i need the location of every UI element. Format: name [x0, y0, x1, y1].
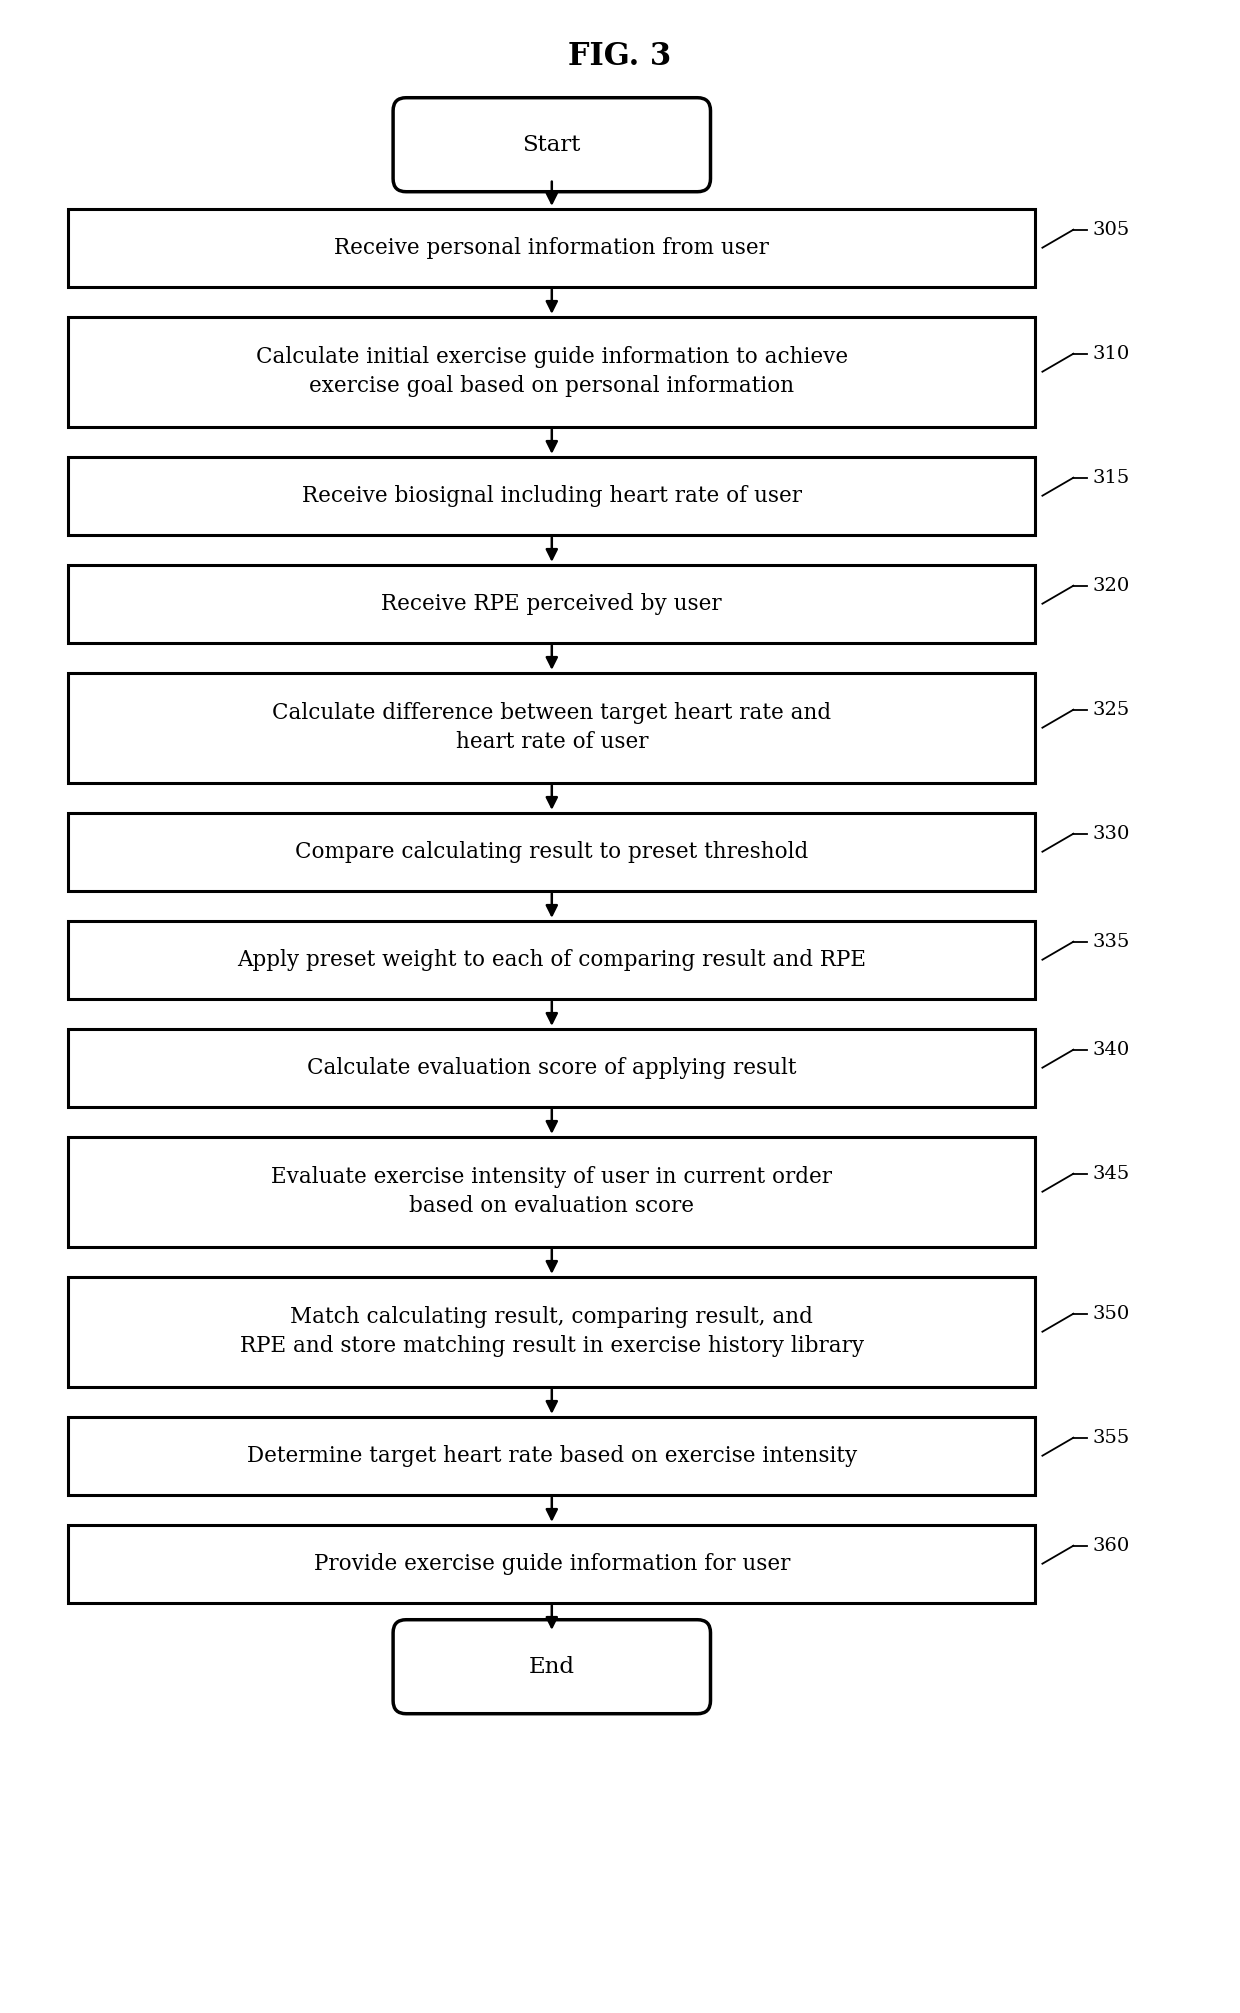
FancyBboxPatch shape	[68, 1029, 1035, 1107]
FancyBboxPatch shape	[68, 672, 1035, 783]
Text: 355: 355	[1092, 1429, 1130, 1447]
Text: Calculate difference between target heart rate and
heart rate of user: Calculate difference between target hear…	[273, 703, 831, 753]
Text: Match calculating result, comparing result, and
RPE and store matching result in: Match calculating result, comparing resu…	[239, 1306, 864, 1357]
FancyBboxPatch shape	[68, 457, 1035, 535]
FancyBboxPatch shape	[68, 1524, 1035, 1602]
Text: Provide exercise guide information for user: Provide exercise guide information for u…	[314, 1552, 790, 1574]
FancyBboxPatch shape	[68, 813, 1035, 890]
Text: 330: 330	[1092, 825, 1130, 843]
FancyBboxPatch shape	[393, 1620, 711, 1713]
FancyBboxPatch shape	[68, 1137, 1035, 1246]
Text: 325: 325	[1092, 701, 1130, 719]
FancyBboxPatch shape	[68, 209, 1035, 286]
Text: Receive personal information from user: Receive personal information from user	[335, 238, 769, 260]
Text: 335: 335	[1092, 932, 1130, 950]
Text: Start: Start	[522, 133, 582, 155]
Text: Apply preset weight to each of comparing result and RPE: Apply preset weight to each of comparing…	[237, 948, 867, 970]
Text: 310: 310	[1092, 344, 1130, 362]
Text: 350: 350	[1092, 1304, 1130, 1323]
Text: 340: 340	[1092, 1041, 1130, 1059]
Text: Compare calculating result to preset threshold: Compare calculating result to preset thr…	[295, 841, 808, 864]
Text: 320: 320	[1092, 576, 1130, 594]
FancyBboxPatch shape	[68, 1276, 1035, 1387]
Text: Evaluate exercise intensity of user in current order
based on evaluation score: Evaluate exercise intensity of user in c…	[272, 1166, 832, 1218]
Text: Receive RPE perceived by user: Receive RPE perceived by user	[382, 592, 722, 614]
FancyBboxPatch shape	[68, 1417, 1035, 1496]
Text: Calculate initial exercise guide information to achieve
exercise goal based on p: Calculate initial exercise guide informa…	[255, 346, 848, 397]
Text: 345: 345	[1092, 1166, 1130, 1184]
Text: FIG. 3: FIG. 3	[568, 40, 672, 72]
Text: Calculate evaluation score of applying result: Calculate evaluation score of applying r…	[308, 1057, 796, 1079]
FancyBboxPatch shape	[68, 920, 1035, 998]
Text: 305: 305	[1092, 221, 1130, 240]
Text: Determine target heart rate based on exercise intensity: Determine target heart rate based on exe…	[247, 1445, 857, 1467]
Text: End: End	[528, 1657, 575, 1677]
FancyBboxPatch shape	[68, 316, 1035, 427]
FancyBboxPatch shape	[393, 99, 711, 191]
Text: 315: 315	[1092, 469, 1130, 487]
Text: 360: 360	[1092, 1536, 1130, 1554]
Text: Receive biosignal including heart rate of user: Receive biosignal including heart rate o…	[301, 485, 802, 507]
FancyBboxPatch shape	[68, 566, 1035, 642]
